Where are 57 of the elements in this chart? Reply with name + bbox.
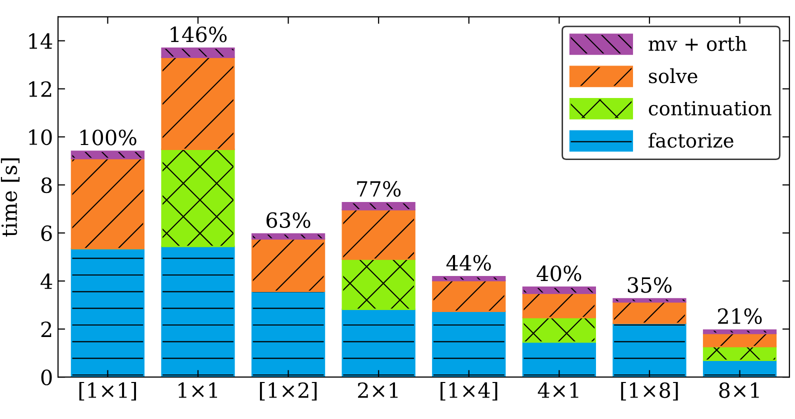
legend-label: factorize <box>648 132 734 148</box>
bar <box>522 286 596 294</box>
y-tick-label: 0 <box>41 370 52 386</box>
x-tick-label: 1×1 <box>178 382 218 398</box>
x-tick-label: [1×1] <box>79 382 136 401</box>
bar <box>702 360 777 378</box>
bar <box>522 292 596 318</box>
bar <box>522 341 596 378</box>
annotation: 63% <box>266 212 310 228</box>
bar <box>342 308 416 378</box>
y-tick-label: 6 <box>41 225 52 242</box>
legend-label: continuation <box>648 100 772 116</box>
x-tick-label: [1×2] <box>260 382 317 401</box>
x-tick-label: 8×1 <box>719 382 759 398</box>
bar <box>702 332 777 348</box>
y-tick-label: 4 <box>40 273 52 289</box>
bar <box>70 248 145 378</box>
bar <box>161 48 235 58</box>
y-tick-label: 12 <box>29 81 52 97</box>
annotation: 35% <box>628 277 672 293</box>
bar <box>161 246 235 378</box>
bar <box>612 301 686 324</box>
bar <box>70 158 145 250</box>
annotation: 146% <box>170 26 227 42</box>
bar <box>432 276 506 282</box>
bar <box>161 148 235 248</box>
bar <box>612 322 686 378</box>
x-tick-label: [1×8] <box>621 382 678 401</box>
bar <box>251 233 326 240</box>
bar <box>251 238 326 292</box>
bar <box>342 258 416 310</box>
legend-label: mv + orth <box>648 36 747 52</box>
bar <box>342 202 416 210</box>
bar <box>432 310 506 378</box>
y-tick-label: 14 <box>29 33 52 49</box>
bar <box>161 56 235 150</box>
x-tick-label: [1×4] <box>440 382 498 401</box>
bar <box>70 150 145 160</box>
legend-label: solve <box>648 68 698 84</box>
x-tick-label: 4×1 <box>538 382 578 398</box>
annotation: 40% <box>536 266 582 282</box>
bar <box>432 280 506 312</box>
bar <box>342 208 416 260</box>
bar <box>612 298 686 303</box>
annotation: 100% <box>80 130 136 146</box>
y-tick-label: 2 <box>41 322 52 337</box>
y-axis-title: time [s] <box>0 158 20 237</box>
bar <box>702 329 777 334</box>
bar <box>702 346 777 361</box>
y-tick-label: 8 <box>41 177 52 194</box>
annotation: 44% <box>446 254 491 271</box>
bar <box>251 290 326 378</box>
annotation: 77% <box>357 180 401 197</box>
x-tick-label: 2×1 <box>358 382 398 398</box>
bar <box>522 316 596 343</box>
y-tick-label: 10 <box>29 129 52 146</box>
annotation: 21% <box>718 308 762 324</box>
